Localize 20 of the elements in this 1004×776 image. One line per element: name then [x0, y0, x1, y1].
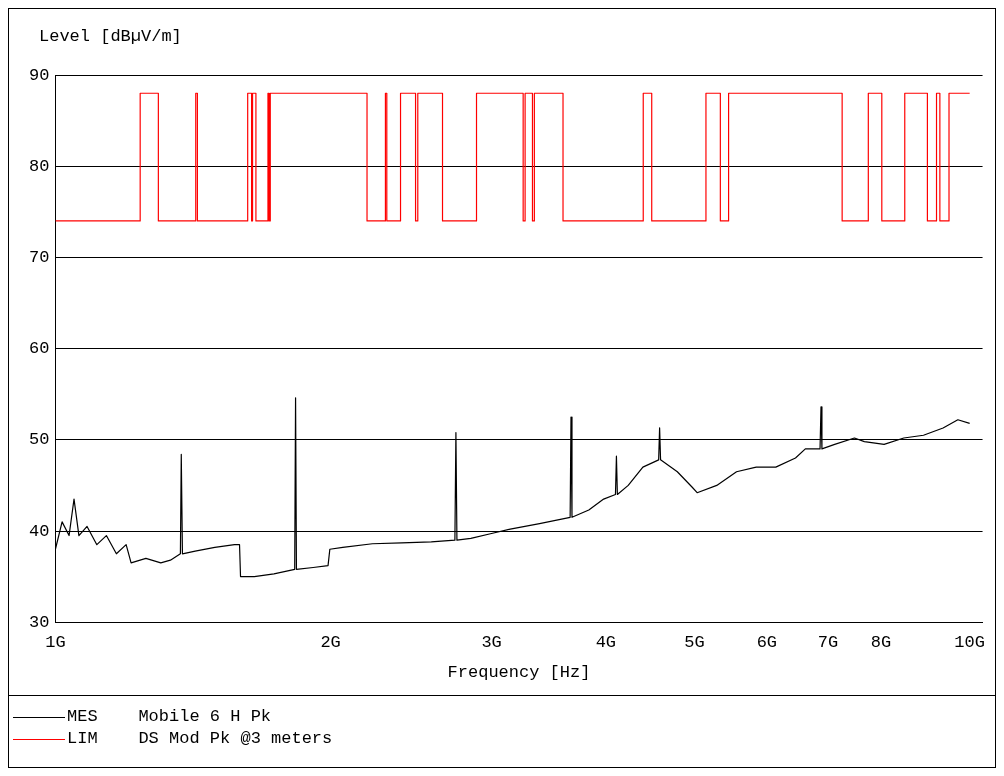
x-tick-label: 5G — [684, 632, 705, 652]
y-tick-label: 70 — [29, 247, 50, 267]
y-axis-title: Level [dBµV/m] — [39, 27, 182, 46]
legend-label: MES Mobile 6 H Pk — [67, 706, 272, 728]
legend-label: LIM DS Mod Pk @3 meters — [67, 728, 333, 750]
x-tick-label: 2G — [320, 632, 341, 652]
x-tick-label: 7G — [817, 632, 839, 652]
y-tick-label: 90 — [29, 65, 50, 85]
x-axis-title: Frequency [Hz] — [447, 663, 591, 683]
x-tick-label: 8G — [870, 632, 892, 652]
y-tick-label: 80 — [29, 156, 50, 176]
y-tick-label: 60 — [29, 339, 50, 359]
x-tick-label: 1G — [45, 632, 66, 652]
x-tick-label: 4G — [595, 632, 617, 652]
x-tick-label: 10G — [954, 632, 985, 652]
y-tick-label: 40 — [29, 521, 50, 541]
x-tick-label: 6G — [756, 632, 778, 652]
x-tick-label: 3G — [481, 632, 502, 652]
y-tick-label: 30 — [29, 612, 50, 632]
y-tick-label: 50 — [29, 430, 50, 450]
